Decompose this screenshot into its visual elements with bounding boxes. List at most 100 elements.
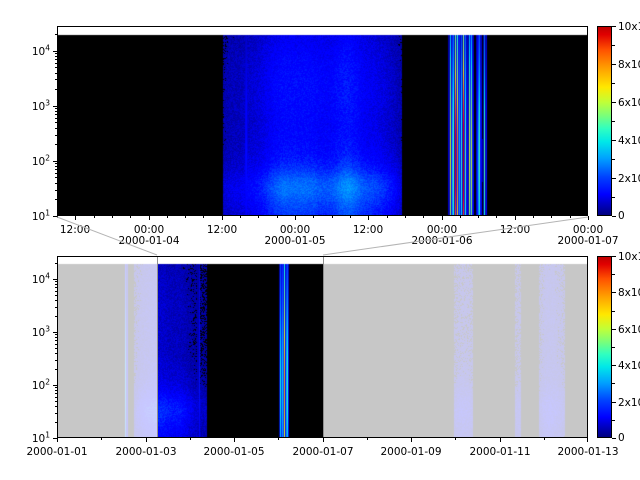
context-ytick-minor [55, 344, 57, 345]
detail-ytick-label-3: 101 [31, 208, 50, 223]
detail-cbtick-minor [612, 83, 615, 84]
context-ytick-label-0: 104 [31, 271, 50, 286]
context-cblabel-2: 6x107 [618, 324, 640, 336]
context-xtick-label-5: 2000-01-11 [469, 446, 531, 458]
context-ytick-minor [55, 295, 57, 296]
detail-ytick-minor [55, 166, 57, 167]
highlight-boundary-right [323, 257, 324, 437]
detail-ytick-major-1 [53, 106, 57, 107]
detail-xtick-minor [313, 216, 314, 218]
context-ytick-minor [55, 316, 57, 317]
detail-ytick-minor [55, 135, 57, 136]
detail-xtick-time-7: 00:00 [572, 224, 604, 236]
detail-panel-axes[interactable] [57, 26, 588, 216]
detail-ytick-minor [55, 53, 57, 54]
detail-ytick-minor [55, 177, 57, 178]
context-xtick-major-1 [146, 438, 147, 442]
detail-xtick-minor [258, 216, 259, 218]
detail-cblabel-5: 0 [618, 209, 625, 222]
detail-xtick-minor [185, 216, 186, 218]
context-cblabel-5: 0 [618, 431, 625, 444]
detail-xtick-minor [515, 216, 516, 218]
detail-cblabel-1: 8x107 [618, 59, 640, 71]
detail-xtick-time-2: 12:00 [206, 224, 238, 236]
context-ytick-minor [55, 337, 57, 338]
context-ytick-minor [55, 353, 57, 354]
detail-cbtick-4 [612, 178, 616, 179]
detail-ytick-minor [55, 183, 57, 184]
detail-xtick-time-3: 00:00 [279, 224, 311, 236]
context-cblabel-4: 2x107 [618, 397, 640, 409]
detail-xtick-minor [405, 216, 406, 218]
context-ytick-minor [55, 291, 57, 292]
context-colorbar-gradient [598, 257, 611, 437]
detail-xtick-time-1: 00:00 [133, 224, 165, 236]
context-xtick-minor [234, 438, 235, 440]
context-xtick-minor [190, 438, 191, 440]
detail-ytick-minor [55, 108, 57, 109]
context-xtick-major-3 [323, 438, 324, 442]
detail-xtick-time-0: 12:00 [59, 224, 91, 236]
context-panel-axes[interactable] [57, 256, 588, 438]
context-cblabel-0: 10x107 [618, 251, 640, 263]
context-ytick-minor [55, 390, 57, 391]
context-ytick-major-2 [53, 385, 57, 386]
detail-xtick-minor [387, 216, 388, 218]
context-xtick-major-6 [587, 438, 588, 442]
context-ytick-minor [55, 422, 57, 423]
detail-ytick-minor [55, 173, 57, 174]
detail-cbtick-3 [612, 140, 616, 141]
detail-xtick-minor [94, 216, 95, 218]
detail-xtick-minor [222, 216, 223, 218]
detail-ytick-minor [55, 190, 57, 191]
detail-cbtick-0 [612, 26, 616, 27]
context-cbtick-5 [612, 438, 616, 439]
detail-cbtick-minor [612, 121, 615, 122]
detail-ytick-label-0: 104 [31, 43, 50, 58]
context-xtick-label-6: 2000-01-13 [557, 446, 619, 458]
detail-xtick-minor [570, 216, 571, 218]
detail-ytick-minor [55, 163, 57, 164]
context-ytick-minor [55, 284, 57, 285]
context-ytick-minor [55, 287, 57, 288]
detail-xtick-major-3 [295, 216, 296, 220]
context-ytick-minor [55, 334, 57, 335]
detail-panel-heatmap [58, 27, 587, 215]
context-xtick-major-5 [500, 438, 501, 442]
context-ytick-minor [55, 340, 57, 341]
detail-ytick-minor [55, 73, 57, 74]
context-ytick-minor [55, 397, 57, 398]
detail-xtick-minor [460, 216, 461, 218]
detail-ytick-minor [55, 114, 57, 115]
detail-xtick-minor [295, 216, 296, 218]
detail-xtick-major-2 [222, 216, 223, 220]
detail-xtick-minor [75, 216, 76, 218]
detail-ytick-minor [55, 169, 57, 170]
detail-xtick-minor [332, 216, 333, 218]
detail-xtick-date-5: 2000-01-06 [411, 235, 473, 247]
context-xtick-label-3: 2000-01-07 [292, 446, 354, 458]
context-colorbar [597, 256, 612, 438]
detail-xtick-minor [551, 216, 552, 218]
context-ytick-minor [55, 348, 57, 349]
context-xtick-minor [101, 438, 102, 440]
detail-xtick-minor [350, 216, 351, 218]
context-ytick-minor [55, 406, 57, 407]
context-cbtick-1 [612, 292, 616, 293]
detail-cblabel-2: 6x107 [618, 97, 640, 109]
context-cbtick-minor [612, 311, 615, 312]
context-xtick-major-4 [411, 438, 412, 442]
detail-xtick-minor [130, 216, 131, 218]
detail-cbtick-5 [612, 216, 616, 217]
context-cblabel-1: 8x107 [618, 287, 640, 299]
detail-xtick-minor [533, 216, 534, 218]
detail-xtick-time-4: 12:00 [352, 224, 384, 236]
context-ytick-minor [55, 263, 57, 264]
context-ytick-minor [55, 281, 57, 282]
detail-colorbar [597, 26, 612, 216]
context-xtick-label-4: 2000-01-09 [380, 446, 442, 458]
detail-ytick-minor [55, 199, 57, 200]
detail-cbtick-minor [612, 159, 615, 160]
detail-xtick-date-3: 2000-01-05 [264, 235, 326, 247]
detail-cblabel-4: 2x107 [618, 173, 640, 185]
